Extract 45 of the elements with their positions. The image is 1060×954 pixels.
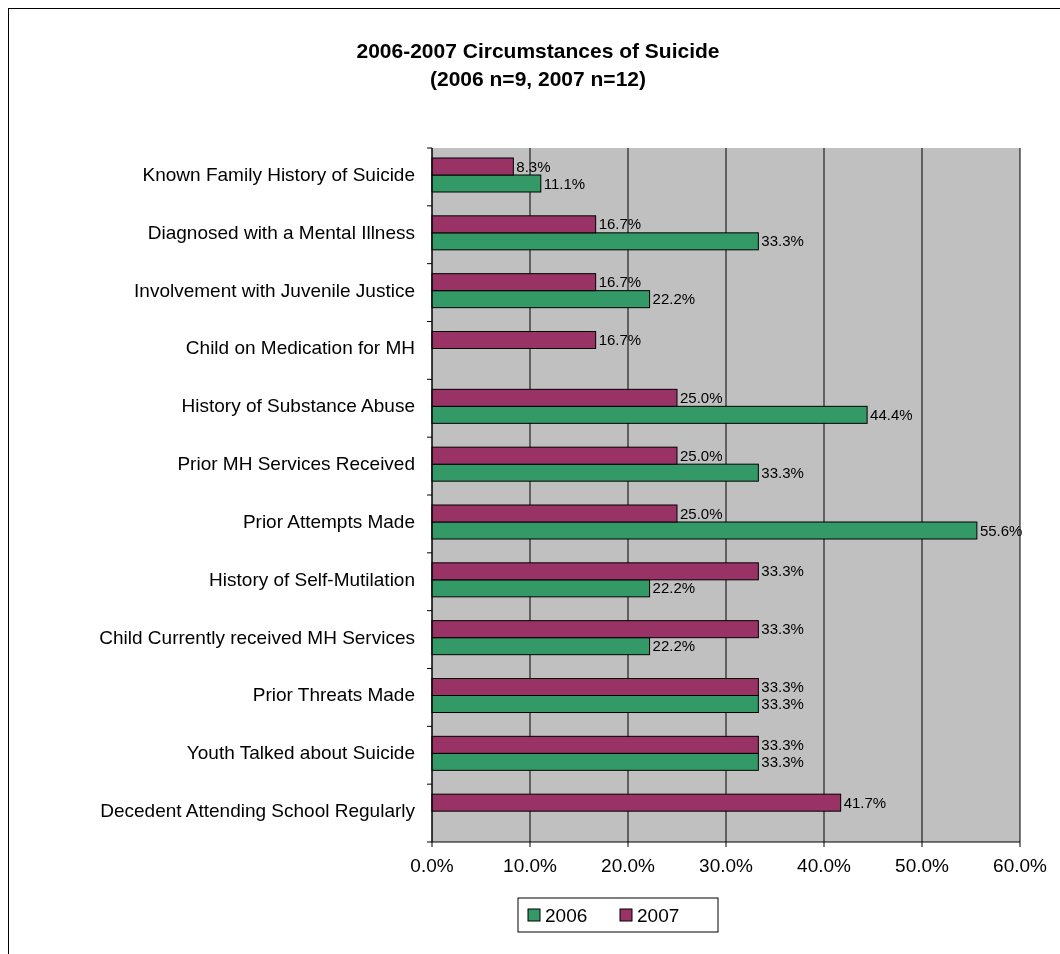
data-label: 33.3% — [761, 695, 804, 712]
data-label: 16.7% — [598, 273, 642, 291]
chart-subtitle: (2006 n=9, 2007 n=12) — [430, 67, 646, 90]
x-tick-label: 10.0% — [503, 855, 558, 876]
data-label: 33.3% — [761, 752, 804, 770]
data-label: 41.7% — [843, 793, 887, 811]
x-tick-label: 60.0% — [993, 855, 1048, 876]
data-label: 33.3% — [761, 562, 804, 580]
data-label: 33.3% — [761, 735, 804, 753]
y-tick-label: Youth Talked about Suicide — [186, 742, 415, 764]
y-tick-label: History of Self-Mutilation — [209, 568, 415, 590]
y-tick-label: Involvement with Juvenile Justice — [134, 279, 415, 301]
data-label: 44.4% — [870, 405, 913, 423]
data-label: 16.7% — [598, 331, 642, 348]
data-label: 33.3% — [761, 463, 804, 481]
y-tick-label: Diagnosed with a Mental Illness — [147, 221, 415, 243]
y-tick-label: Child on Medication for MH — [185, 337, 415, 359]
legend-label: 2007 — [637, 905, 680, 926]
data-label: 11.1% — [543, 174, 586, 192]
y-tick-label: History of Substance Abuse — [181, 395, 415, 417]
data-label: 33.3% — [761, 232, 804, 250]
x-tick-label: 20.0% — [601, 855, 656, 876]
x-tick-label: 30.0% — [699, 855, 754, 876]
legend-label: 2006 — [545, 905, 588, 926]
data-label: 22.2% — [652, 290, 696, 308]
x-tick-label: 0.0% — [410, 855, 454, 876]
data-label: 25.0% — [680, 446, 723, 464]
x-tick-label: 50.0% — [895, 855, 950, 876]
data-label: 25.0% — [680, 388, 723, 406]
chart-title: 2006-2007 Circumstances of Suicide — [356, 39, 720, 62]
data-label: 16.7% — [598, 215, 642, 233]
y-tick-label: Child Currently received MH Services — [99, 626, 415, 648]
data-label: 33.3% — [761, 678, 804, 695]
data-label: 55.6% — [979, 521, 1023, 539]
data-label: 33.3% — [761, 620, 804, 638]
data-label: 25.0% — [680, 504, 723, 522]
data-label: 8.3% — [516, 157, 551, 175]
y-tick-label: Prior Attempts Made — [242, 510, 415, 532]
x-tick-label: 40.0% — [797, 855, 852, 876]
y-tick-label: Decedent Attending School Regularly — [100, 800, 416, 822]
y-tick-label: Known Family History of Suicide — [142, 163, 415, 185]
data-label: 22.2% — [652, 637, 696, 655]
y-tick-label: Prior Threats Made — [252, 684, 415, 706]
y-tick-label: Prior MH Services Received — [177, 453, 415, 475]
data-label: 22.2% — [652, 579, 696, 597]
